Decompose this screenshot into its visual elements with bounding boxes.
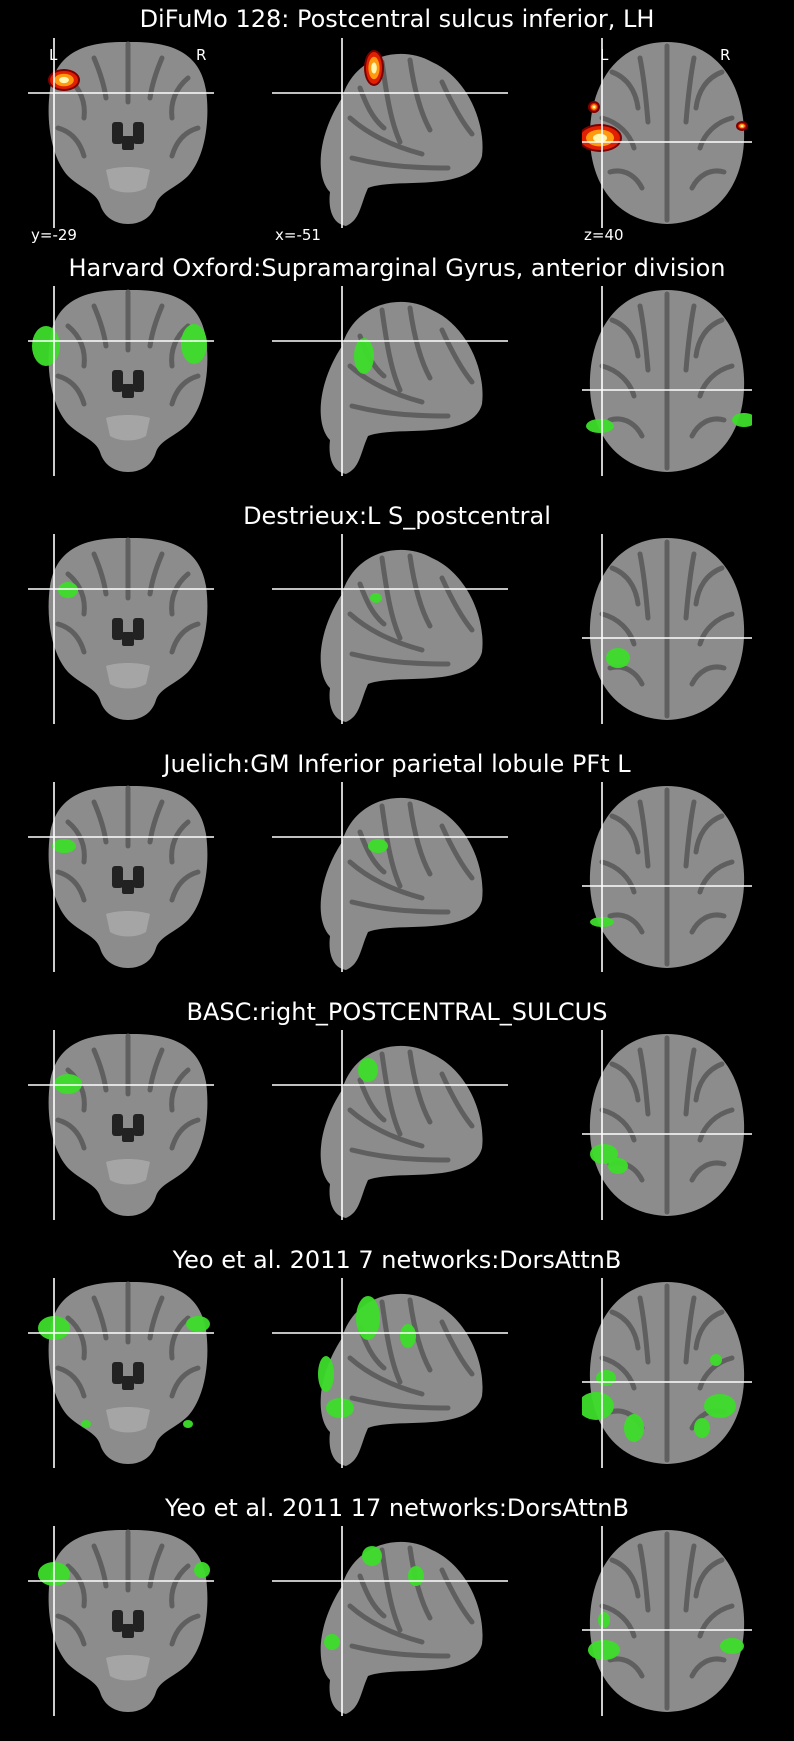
coronal-view — [28, 1030, 228, 1220]
coronal-brain-slice — [28, 782, 214, 972]
coronal-brain-slice — [28, 1030, 214, 1220]
atlas-row-title: Destrieux:L S_postcentral — [243, 502, 551, 530]
axial-view — [582, 1030, 752, 1220]
sagittal-brain-slice — [272, 1526, 508, 1716]
atlas-row-title: Harvard Oxford:Supramarginal Gyrus, ante… — [68, 254, 726, 282]
difumo-title: DiFuMo 128: Postcentral sulcus inferior,… — [139, 5, 655, 33]
sagittal-view — [272, 534, 508, 724]
axial-view — [582, 38, 752, 228]
coronal-view — [28, 534, 228, 724]
axial-brain-slice — [582, 286, 752, 476]
coronal-brain-slice — [28, 1526, 214, 1716]
sagittal-view — [272, 782, 508, 972]
orientation-left-label: L — [600, 46, 609, 64]
sagittal-brain-slice — [272, 782, 508, 972]
axial-view — [582, 1278, 752, 1468]
axial-view — [582, 534, 752, 724]
sagittal-coordinate-label: x=-51 — [275, 226, 321, 244]
axial-brain-slice — [582, 1030, 752, 1220]
orientation-right-label: R — [196, 46, 207, 64]
axial-coordinate-label: z=40 — [584, 226, 624, 244]
sagittal-brain-slice — [272, 1030, 508, 1220]
sagittal-brain-slice — [272, 38, 508, 228]
sagittal-view — [272, 1278, 508, 1468]
axial-brain-slice — [582, 782, 752, 972]
axial-view — [582, 286, 752, 476]
coronal-brain-slice — [28, 38, 214, 228]
axial-brain-slice — [582, 1526, 752, 1716]
sagittal-view — [272, 38, 508, 228]
axial-brain-slice — [582, 534, 752, 724]
coronal-coordinate-label: y=-29 — [31, 226, 77, 244]
sagittal-brain-slice — [272, 1278, 508, 1468]
coronal-view — [28, 38, 228, 228]
coronal-brain-slice — [28, 286, 214, 476]
atlas-row-title: Yeo et al. 2011 7 networks:DorsAttnB — [172, 1246, 622, 1274]
atlas-row-title: BASC:right_POSTCENTRAL_SULCUS — [186, 998, 608, 1026]
atlas-row-title: Yeo et al. 2011 17 networks:DorsAttnB — [165, 1494, 629, 1522]
axial-brain-slice — [582, 38, 752, 228]
axial-view — [582, 782, 752, 972]
sagittal-view — [272, 286, 508, 476]
sagittal-view — [272, 1030, 508, 1220]
sagittal-view — [272, 1526, 508, 1716]
coronal-brain-slice — [28, 1278, 214, 1468]
coronal-view — [28, 782, 228, 972]
coronal-view — [28, 1526, 228, 1716]
orientation-left-label: L — [49, 46, 58, 64]
sagittal-brain-slice — [272, 534, 508, 724]
axial-brain-slice — [582, 1278, 752, 1468]
coronal-view — [28, 1278, 228, 1468]
sagittal-brain-slice — [272, 286, 508, 476]
orientation-right-label: R — [720, 46, 731, 64]
axial-view — [582, 1526, 752, 1716]
coronal-brain-slice — [28, 534, 214, 724]
coronal-view — [28, 286, 228, 476]
atlas-row-title: Juelich:GM Inferior parietal lobule PFt … — [163, 750, 631, 778]
